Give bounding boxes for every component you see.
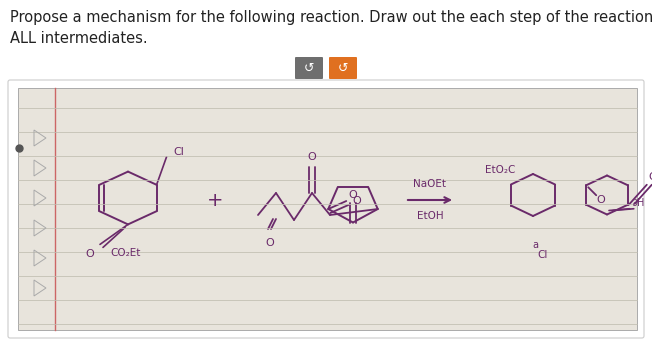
Text: O: O bbox=[597, 195, 606, 205]
FancyBboxPatch shape bbox=[295, 57, 323, 79]
Text: a: a bbox=[532, 240, 538, 250]
Text: O: O bbox=[352, 196, 361, 206]
Text: O: O bbox=[308, 152, 316, 162]
Text: EtOH: EtOH bbox=[417, 211, 443, 221]
Text: +: + bbox=[207, 191, 223, 209]
Text: O: O bbox=[648, 172, 652, 182]
Text: O: O bbox=[349, 190, 357, 200]
FancyBboxPatch shape bbox=[8, 80, 644, 338]
Bar bbox=[18, 88, 637, 330]
FancyBboxPatch shape bbox=[329, 57, 357, 79]
Text: ∂H: ∂H bbox=[633, 198, 645, 208]
Text: NaOEt: NaOEt bbox=[413, 179, 447, 189]
Text: Cl: Cl bbox=[173, 147, 184, 157]
Text: ↺: ↺ bbox=[338, 62, 348, 75]
Text: Cl: Cl bbox=[538, 250, 548, 260]
Text: O: O bbox=[85, 249, 95, 259]
Text: EtO₂C: EtO₂C bbox=[485, 165, 515, 175]
Text: O: O bbox=[265, 238, 274, 248]
Text: CO₂Et: CO₂Et bbox=[111, 248, 141, 258]
Text: ↺: ↺ bbox=[304, 62, 314, 75]
Text: Propose a mechanism for the following reaction. Draw out the each step of the re: Propose a mechanism for the following re… bbox=[10, 10, 652, 46]
